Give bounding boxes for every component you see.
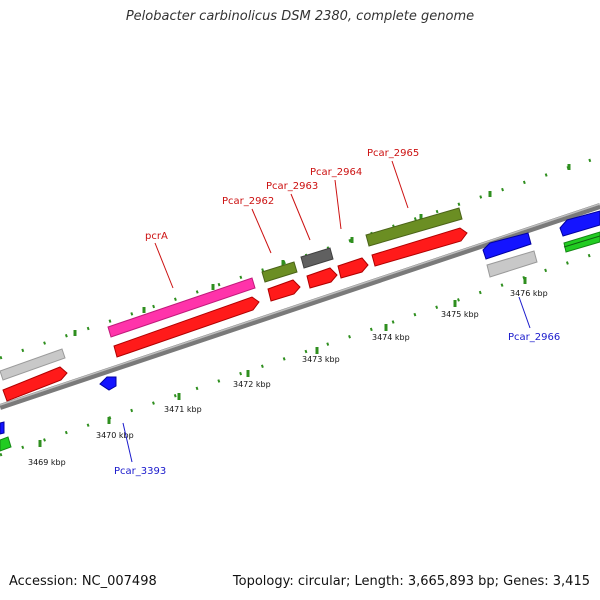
label-pcrA[interactable]: pcrA	[145, 231, 168, 242]
genome-backbone	[0, 203, 600, 410]
tick-label-3471: 3471 kbp	[164, 405, 202, 414]
cds-pcar-2965[interactable]	[371, 227, 468, 267]
cds-pcrA[interactable]	[113, 296, 260, 358]
label-pcar-3393[interactable]: Pcar_3393	[114, 466, 166, 477]
map-title: Pelobacter carbinolicus DSM 2380, comple…	[125, 9, 475, 24]
accession-text: Accession: NC_007498	[9, 574, 157, 589]
gene-lightgray-right[interactable]	[486, 250, 538, 278]
label-pcar-2964[interactable]: Pcar_2964	[310, 167, 362, 178]
gene-blue-right-edge[interactable]	[559, 210, 600, 237]
tick-label-3473: 3473 kbp	[302, 355, 340, 364]
tick-label-3475: 3475 kbp	[441, 310, 479, 319]
inner-tick-track	[0, 250, 600, 457]
tick-label-3476: 3476 kbp	[510, 289, 548, 298]
label-pcar-2962[interactable]: Pcar_2962	[222, 196, 274, 207]
gene-green-left-edge[interactable]	[0, 436, 12, 452]
tick-label-3474: 3474 kbp	[372, 333, 410, 342]
gene-pcrA[interactable]	[107, 277, 256, 338]
cds-left[interactable]	[2, 366, 68, 402]
cds-pcar-2964[interactable]	[337, 257, 369, 279]
tick-label-3472: 3472 kbp	[233, 380, 271, 389]
tick-label-3469: 3469 kbp	[28, 458, 66, 467]
label-pcar-2963[interactable]: Pcar_2963	[266, 181, 318, 192]
gene-lightgray-left[interactable]	[0, 348, 66, 381]
gene-blue-left-edge[interactable]	[0, 421, 5, 435]
cds-pcar-2963[interactable]	[306, 267, 338, 289]
tick-label-3470: 3470 kbp	[96, 431, 134, 440]
cds-pcar-2962[interactable]	[267, 279, 301, 302]
genome-summary-text: Topology: circular; Length: 3,665,893 bp…	[232, 574, 590, 589]
label-pcar-2966[interactable]: Pcar_2966	[508, 332, 560, 343]
label-pcar-2965[interactable]: Pcar_2965	[367, 148, 419, 159]
major-ticks	[38, 277, 527, 447]
gene-pcar-3393[interactable]	[99, 376, 117, 391]
gene-pcar-2966[interactable]	[482, 232, 532, 260]
gene-pcar-2962[interactable]	[261, 261, 298, 283]
gene-pcar-2963[interactable]	[300, 247, 334, 269]
gene-pcar-2965[interactable]	[365, 207, 463, 247]
